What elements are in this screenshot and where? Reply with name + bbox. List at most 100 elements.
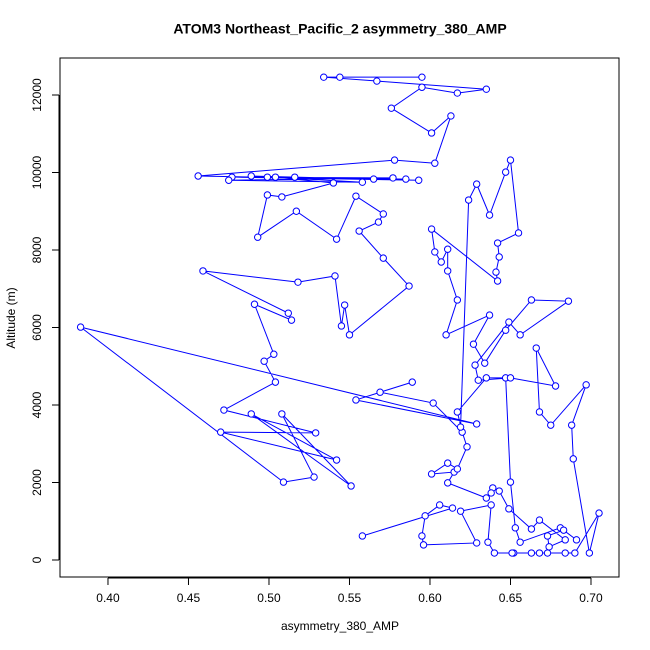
data-point xyxy=(443,459,452,467)
data-point xyxy=(310,473,318,481)
data-point xyxy=(369,175,378,183)
data-point xyxy=(485,311,494,319)
data-point xyxy=(506,478,515,486)
data-point xyxy=(278,410,286,418)
data-point xyxy=(279,478,288,486)
x-tick-label: 0.70 xyxy=(579,591,603,605)
data-point xyxy=(456,423,465,431)
data-point xyxy=(418,73,426,81)
y-axis-label: Altitude (m) xyxy=(4,287,18,348)
data-point xyxy=(287,316,296,324)
x-tick-label: 0.60 xyxy=(418,591,442,605)
data-point xyxy=(387,104,396,112)
data-point xyxy=(472,539,481,547)
data-point xyxy=(545,543,553,551)
x-tick-label: 0.40 xyxy=(96,591,120,605)
data-point xyxy=(250,300,259,308)
data-point xyxy=(447,112,455,120)
y-tick-label: 0 xyxy=(30,556,44,563)
x-axis-label: asymmetry_380_AMP xyxy=(281,619,399,633)
data-point xyxy=(284,309,293,317)
data-point xyxy=(347,482,355,490)
data-point xyxy=(263,173,272,181)
y-tick-label: 6000 xyxy=(30,314,44,341)
data-point xyxy=(472,420,481,428)
data-point xyxy=(329,179,338,187)
data-point xyxy=(358,178,367,186)
data-point xyxy=(464,196,473,204)
data-point xyxy=(569,455,577,463)
data-point xyxy=(405,282,413,290)
data-point xyxy=(472,180,481,188)
data-point xyxy=(442,331,450,339)
data-point xyxy=(336,73,344,81)
data-point xyxy=(482,85,491,93)
data-point xyxy=(278,193,286,201)
data-point xyxy=(225,176,233,184)
data-point xyxy=(332,235,341,243)
data-point xyxy=(506,374,515,382)
y-tick-label: 2000 xyxy=(30,469,44,496)
data-point xyxy=(551,382,560,390)
data-point xyxy=(595,509,603,517)
data-point xyxy=(535,408,544,416)
data-point xyxy=(271,378,280,386)
data-point xyxy=(291,173,299,181)
data-point xyxy=(535,549,544,557)
data-point xyxy=(199,267,207,275)
data-point xyxy=(492,268,500,276)
data-point xyxy=(514,229,523,237)
data-point xyxy=(345,331,354,339)
data-point xyxy=(505,318,513,326)
data-point xyxy=(408,378,416,386)
data-point xyxy=(490,549,499,557)
data-point xyxy=(585,549,594,557)
data-point xyxy=(263,191,272,199)
data-point xyxy=(390,156,399,164)
data-point xyxy=(516,331,524,339)
data-point xyxy=(379,210,387,218)
data-point xyxy=(431,159,439,167)
data-point xyxy=(270,350,278,358)
data-point xyxy=(320,73,328,81)
data-point xyxy=(194,172,202,180)
data-point xyxy=(419,541,428,549)
data-point xyxy=(582,381,590,389)
y-tick-label: 8000 xyxy=(30,236,44,263)
data-point xyxy=(463,443,471,451)
data-point xyxy=(429,399,437,407)
x-tick-label: 0.45 xyxy=(177,591,201,605)
data-point xyxy=(443,245,452,253)
data-point xyxy=(493,239,502,247)
data-point xyxy=(418,83,426,91)
data-point xyxy=(311,429,320,437)
x-tick-label: 0.65 xyxy=(499,591,523,605)
data-line xyxy=(80,76,600,554)
data-point xyxy=(506,156,515,164)
data-point xyxy=(495,253,503,261)
data-point xyxy=(427,129,436,137)
data-point xyxy=(443,479,452,487)
data-point xyxy=(547,421,555,429)
data-point xyxy=(481,359,489,367)
data-point xyxy=(443,267,452,275)
data-point xyxy=(352,396,360,404)
data-point xyxy=(484,538,492,546)
data-point xyxy=(482,374,491,382)
data-point xyxy=(567,421,576,429)
data-point xyxy=(340,301,349,309)
y-tick-label: 10000 xyxy=(30,155,44,189)
data-point xyxy=(247,410,255,418)
data-point xyxy=(493,277,502,285)
y-tick-label: 4000 xyxy=(30,391,44,418)
data-point xyxy=(448,504,457,512)
data-point xyxy=(527,549,536,557)
data-point xyxy=(254,233,262,241)
data-point xyxy=(511,524,520,532)
plot-frame xyxy=(59,57,620,578)
data-point xyxy=(216,428,225,436)
data-point xyxy=(76,323,85,331)
data-point xyxy=(543,549,552,557)
data-point xyxy=(352,192,360,200)
data-point xyxy=(453,89,462,97)
